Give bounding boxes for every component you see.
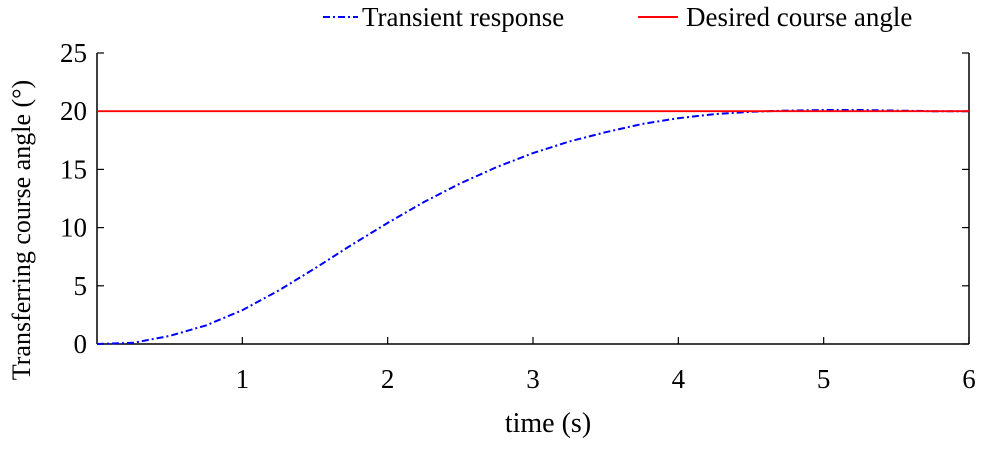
y-tick-label: 15 [60,154,87,184]
y-axis-label: Transferring course angle (°) [7,80,36,380]
x-tick-label: 2 [381,364,395,394]
series-line-0 [96,109,969,345]
legend-label-0: Transient response [362,2,564,32]
x-tick-label: 3 [526,364,540,394]
x-tick-label: 5 [817,364,831,394]
legend-label-1: Desired course angle [686,2,912,32]
y-tick-label: 10 [60,213,87,243]
x-axis-label: time (s) [505,408,591,439]
y-tick-label: 0 [74,329,88,359]
x-tick-label: 1 [236,364,250,394]
y-tick-label: 5 [74,271,88,301]
y-tick-label: 20 [60,96,87,126]
x-tick-label: 4 [672,364,686,394]
x-tick-label: 6 [962,364,976,394]
legend: Transient response Desired course angle [323,2,912,32]
plot-lines [96,109,969,345]
ticks: 0 5 10 15 20 25 1 2 3 4 5 6 [60,38,976,394]
y-tick-label: 25 [60,38,87,68]
axes [96,53,970,345]
